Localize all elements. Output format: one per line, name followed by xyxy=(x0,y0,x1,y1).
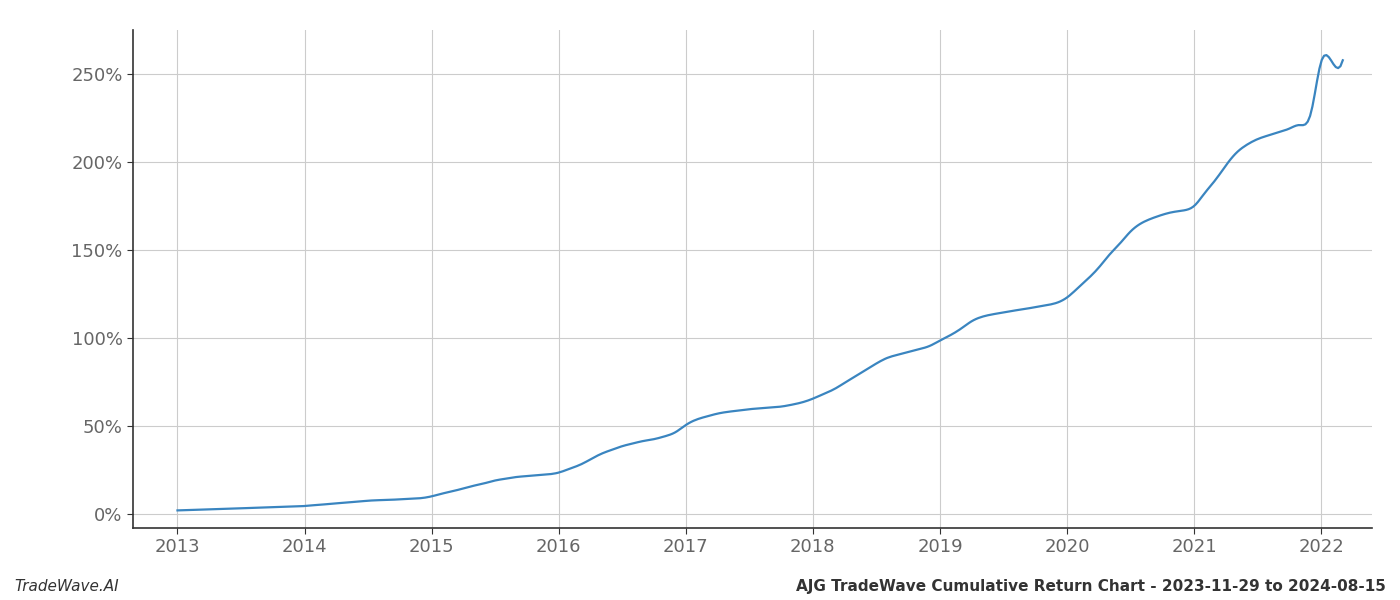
Text: AJG TradeWave Cumulative Return Chart - 2023-11-29 to 2024-08-15: AJG TradeWave Cumulative Return Chart - … xyxy=(797,579,1386,594)
Text: TradeWave.AI: TradeWave.AI xyxy=(14,579,119,594)
